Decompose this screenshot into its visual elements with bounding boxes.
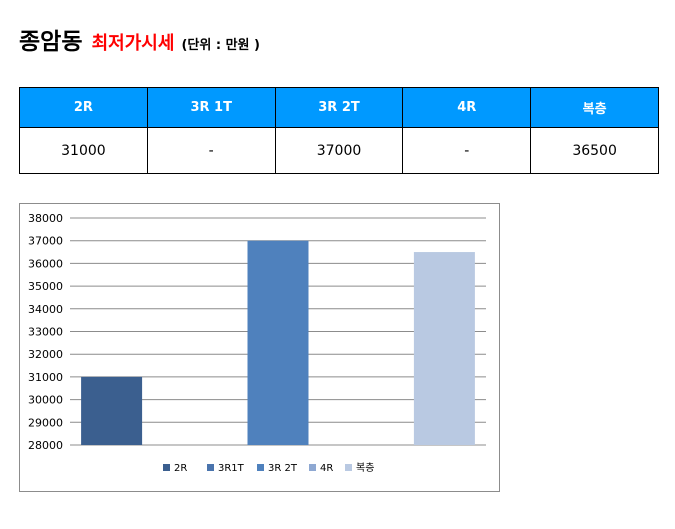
y-tick-label: 36000 xyxy=(28,257,63,270)
value-3r2t: 37000 xyxy=(274,127,404,174)
legend-swatch xyxy=(163,464,170,471)
legend-swatch xyxy=(207,464,214,471)
header-3r2t: 3R 2T xyxy=(274,87,404,128)
legend-swatch xyxy=(345,464,352,471)
value-3r1t: - xyxy=(146,127,276,174)
header-4r: 4R xyxy=(402,87,532,128)
legend-label: 4R xyxy=(320,463,333,474)
legend-label: 3R1T xyxy=(218,463,245,474)
price-chart: 28000 29000 30000 31000 32000 33000 34000 35000… xyxy=(19,203,500,492)
y-tick-label: 28000 xyxy=(28,439,63,452)
y-tick-label: 37000 xyxy=(28,235,63,248)
price-table: 2R 3R 1T 3R 2T 4R 복층 31000 - 37000 - 365… xyxy=(19,87,659,174)
y-tick-label: 38000 xyxy=(28,212,63,225)
price-label: 최저가시세 xyxy=(91,33,175,54)
legend-label: 3R 2T xyxy=(268,463,298,474)
y-tick-label: 29000 xyxy=(28,416,63,429)
header-2r: 2R xyxy=(19,87,148,128)
chart-canvas: 28000 29000 30000 31000 32000 33000 34000 35000… xyxy=(28,212,486,474)
area-name: 종암동 xyxy=(19,29,83,55)
value-4r: - xyxy=(402,127,532,174)
legend-label: 복층 xyxy=(356,462,374,474)
y-tick-label: 31000 xyxy=(28,371,63,384)
value-duplex: 36500 xyxy=(530,127,659,174)
y-tick-label: 33000 xyxy=(28,326,63,339)
legend-swatch xyxy=(257,464,264,471)
y-tick-label: 34000 xyxy=(28,303,63,316)
header-duplex: 복층 xyxy=(530,87,659,128)
legend-label: 2R xyxy=(174,463,187,474)
header-3r1t: 3R 1T xyxy=(146,87,276,128)
page-title: 종암동 최저가시세 (단위 : 만원 ) xyxy=(19,22,260,56)
unit-label: (단위 : 만원 ) xyxy=(181,38,260,53)
table-row: 31000 - 37000 - 36500 xyxy=(19,127,659,174)
table-header-row: 2R 3R 1T 3R 2T 4R 복층 xyxy=(19,87,659,128)
bar-1 xyxy=(81,376,143,445)
y-tick-label: 30000 xyxy=(28,394,63,407)
value-2r: 31000 xyxy=(19,127,148,174)
y-tick-label: 32000 xyxy=(28,348,63,361)
legend-swatch xyxy=(309,464,316,471)
bar-3 xyxy=(247,240,309,445)
y-tick-label: 35000 xyxy=(28,280,63,293)
bar-5 xyxy=(413,252,475,445)
